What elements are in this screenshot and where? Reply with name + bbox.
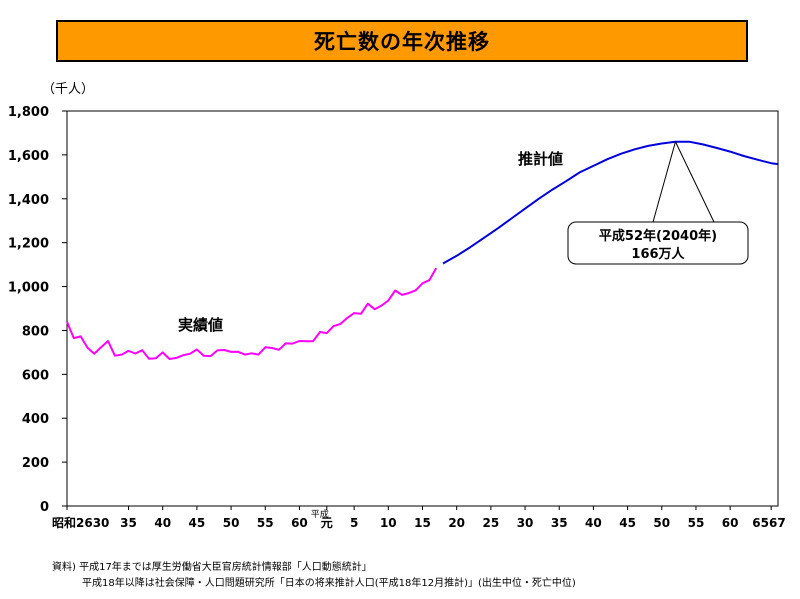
y-tick-label: 1,800 — [8, 105, 49, 120]
callout-pointer-right — [675, 141, 715, 223]
series-line-actual — [66, 267, 438, 360]
y-tick-label: 1,200 — [8, 237, 49, 252]
x-tick-label: 55 — [257, 516, 274, 530]
x-tick-label: 40 — [154, 516, 171, 530]
series-line-projected — [442, 140, 779, 265]
annotation-actual: 実績値 — [178, 316, 223, 334]
x-tick-label: 40 — [585, 516, 602, 530]
y-tick-label: 1,600 — [8, 149, 49, 164]
chart-title: 死亡数の年次推移 — [56, 20, 748, 62]
x-tick-label: 45 — [189, 516, 206, 530]
x-tick-label: 元 — [321, 516, 333, 530]
y-tick-label: 200 — [22, 456, 49, 471]
x-tick-label: 15 — [414, 516, 431, 530]
x-tick-label: 60 — [722, 516, 739, 530]
y-tick-label: 600 — [22, 368, 49, 383]
x-tick-label: 50 — [223, 516, 240, 530]
annotation-projected: 推計値 — [518, 150, 563, 168]
x-tick-label: 50 — [653, 516, 670, 530]
source-note-line1: 資料) 平成17年までは厚生労働省大臣官房統計情報部「人口動態統計」 — [52, 562, 372, 573]
plot-frame — [66, 110, 779, 507]
x-tick-label: 6567 — [752, 516, 785, 530]
x-tick-label: 45 — [619, 516, 636, 530]
callout-text-value: 166万人 — [631, 246, 685, 262]
x-tick-label: 昭和2630 — [52, 515, 109, 530]
source-note-line2: 平成18年以降は社会保障・人口問題研究所「日本の将来推計人口(平成18年12月推… — [82, 578, 576, 589]
y-tick-label: 0 — [40, 500, 49, 515]
callout-text-year: 平成52年(2040年) — [599, 228, 717, 244]
x-tick-label: 25 — [483, 516, 500, 530]
x-tick-label: 30 — [517, 516, 534, 530]
x-tick-label: 35 — [120, 516, 137, 530]
x-tick-label: 60 — [291, 516, 308, 530]
x-tick-label: 10 — [380, 516, 397, 530]
x-tick-label: 5 — [350, 516, 358, 530]
x-era-label: 平成 — [311, 508, 329, 520]
callout-box — [567, 221, 749, 265]
x-tick-label: 55 — [688, 516, 705, 530]
callout-pointer-left — [652, 141, 676, 223]
x-tick-label: 35 — [551, 516, 568, 530]
y-tick-label: 400 — [22, 412, 49, 427]
y-tick-label: 1,400 — [8, 193, 49, 208]
x-tick-label: 20 — [448, 516, 465, 530]
y-tick-label: 1,000 — [8, 281, 49, 296]
y-unit-label: （千人） — [42, 82, 94, 97]
y-tick-label: 800 — [22, 324, 49, 339]
